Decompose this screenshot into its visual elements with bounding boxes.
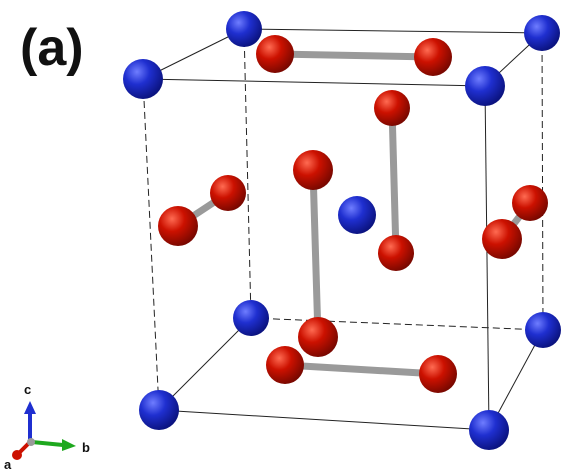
metal-atom — [139, 390, 179, 430]
oxygen-atom — [378, 235, 414, 271]
c-axis-label: c — [24, 382, 31, 397]
c-axis-arrowhead — [24, 401, 36, 414]
b-axis-arrow — [31, 440, 64, 447]
oxygen-bond — [388, 104, 400, 257]
metal-atom — [233, 300, 269, 336]
oxygen-atom — [374, 90, 410, 126]
a-axis-label: a — [4, 457, 12, 470]
a-axis-arrowhead — [12, 450, 22, 460]
oxygen-atom — [256, 35, 294, 73]
axis-triad: c b a — [4, 382, 90, 470]
oxygen-bond — [281, 361, 442, 378]
panel-label: (a) — [20, 19, 84, 77]
cell-edge — [158, 317, 252, 411]
b-axis-label: b — [82, 440, 90, 455]
oxygen-atom — [266, 346, 304, 384]
oxygen-atom — [158, 206, 198, 246]
cell-edge — [250, 317, 544, 331]
metal-atom — [469, 410, 509, 450]
oxygen-atom — [293, 150, 333, 190]
cell-edge — [142, 78, 160, 411]
oxygen-atom — [298, 317, 338, 357]
cell-edge — [243, 28, 543, 34]
metal-atom — [525, 312, 561, 348]
oxygen-atom — [419, 355, 457, 393]
cell-edge — [243, 28, 252, 319]
cell-edge — [142, 78, 486, 87]
oxygen-atom — [512, 185, 548, 221]
metal-atom — [524, 15, 560, 51]
metal-atom — [226, 11, 262, 47]
metal-atom — [123, 59, 163, 99]
cell-edge — [484, 85, 490, 431]
metal-atom — [465, 66, 505, 106]
b-axis-arrowhead — [62, 439, 76, 451]
oxygen-atom — [210, 175, 246, 211]
cell-edge — [541, 32, 544, 331]
axis-origin — [27, 438, 35, 446]
oxygen-atom — [482, 219, 522, 259]
metal-atom — [338, 196, 376, 234]
atoms — [123, 11, 561, 450]
oxygen-atom — [414, 38, 452, 76]
unit-cell-hidden-edges — [142, 28, 544, 411]
cell-edge — [158, 409, 490, 431]
oxygen-bond — [271, 50, 437, 61]
oxygen-bond — [309, 166, 322, 341]
